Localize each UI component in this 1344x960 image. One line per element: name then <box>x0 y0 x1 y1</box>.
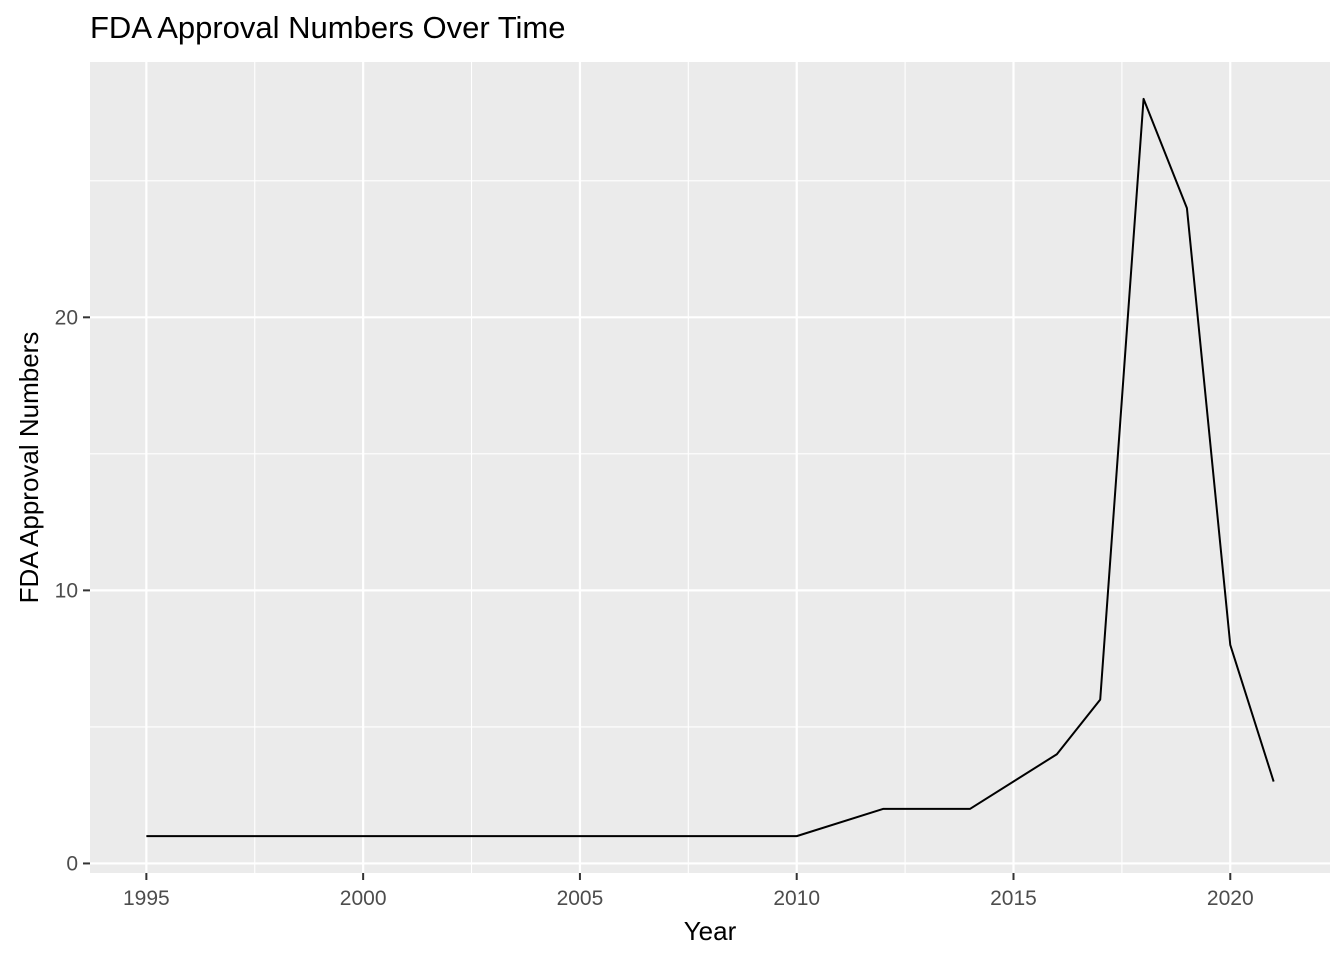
y-tick-label: 10 <box>55 579 78 602</box>
x-tick-label: 2020 <box>1207 887 1254 910</box>
x-tick-label: 1995 <box>123 887 170 910</box>
major-gridlines <box>90 62 1330 873</box>
x-axis-title: Year <box>684 916 737 946</box>
x-tick-label: 2005 <box>557 887 604 910</box>
x-tick-label: 2010 <box>773 887 820 910</box>
y-tick-label: 20 <box>55 306 78 329</box>
minor-gridlines <box>90 62 1330 873</box>
chart-title: FDA Approval Numbers Over Time <box>90 10 566 45</box>
axis-ticks <box>83 316 1232 880</box>
y-tick-labels: 0 10 20 <box>55 306 78 875</box>
series-line <box>146 97 1275 838</box>
x-tick-label: 2000 <box>340 887 387 910</box>
x-tick-labels: 1995 2000 2005 2010 2015 2020 <box>123 887 1254 910</box>
y-tick-label: 0 <box>66 852 78 875</box>
series-layer <box>146 97 1275 838</box>
plot-panel <box>90 62 1330 873</box>
x-tick-label: 2015 <box>990 887 1037 910</box>
y-axis-title: FDA Approval Numbers <box>14 332 44 604</box>
